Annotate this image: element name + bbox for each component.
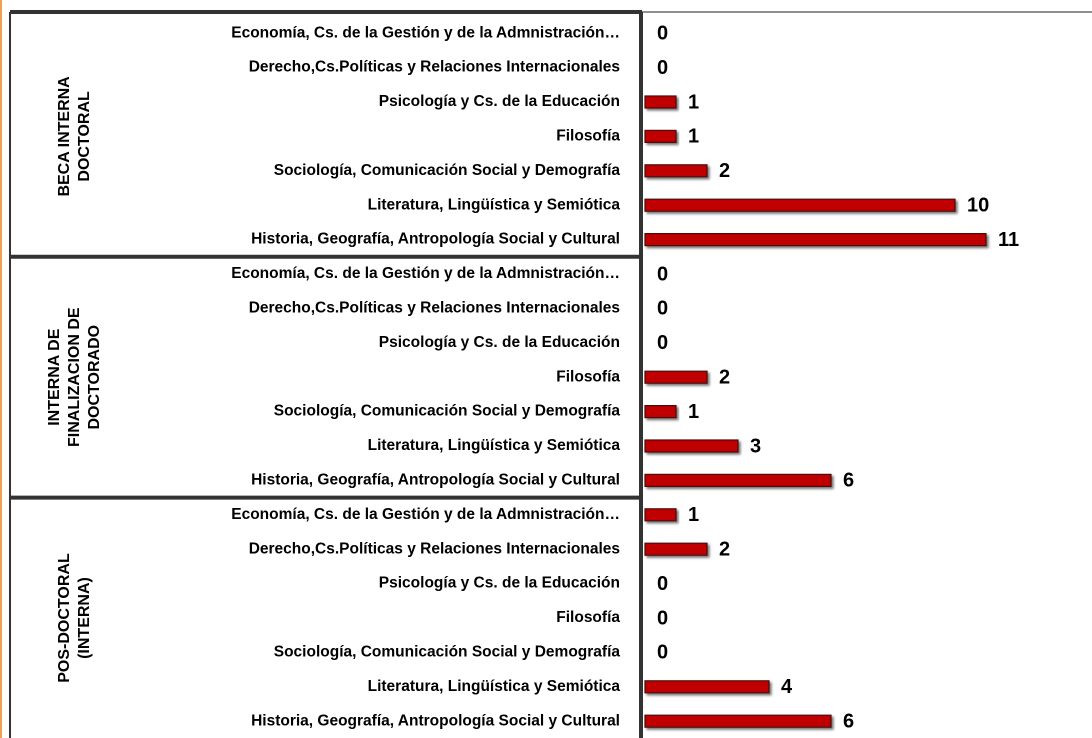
value-label: 4 [781, 676, 793, 698]
group-label: FINALIZACION DE [66, 307, 83, 447]
group-label: DOCTORADO [86, 325, 103, 430]
bar [644, 164, 708, 178]
value-label: 1 [688, 401, 699, 423]
category-label: Psicología y Cs. de la Educación [379, 575, 620, 592]
value-label: 2 [719, 538, 730, 560]
bar [644, 370, 708, 384]
category-label: Filosofía [556, 368, 620, 385]
category-label: Literatura, Lingüística y Semiótica [368, 437, 621, 454]
category-label: Filosofía [556, 609, 620, 626]
value-label: 0 [657, 263, 668, 285]
value-label: 1 [688, 91, 699, 113]
bar [644, 508, 677, 522]
group-label: POS-DOCTORAL [56, 553, 73, 683]
value-label: 0 [657, 22, 668, 44]
group-label: DOCTORAL [76, 91, 93, 182]
group-label: INTERNA DE [46, 328, 63, 426]
group-label: BECA INTERNA [56, 76, 73, 197]
category-label: Historia, Geografía, Antropología Social… [251, 231, 620, 248]
value-label: 0 [657, 573, 668, 595]
category-label: Sociología, Comunicación Social y Demogr… [274, 162, 621, 179]
value-label: 0 [657, 57, 668, 79]
value-label: 2 [719, 160, 730, 182]
value-label: 2 [719, 366, 730, 388]
category-label: Sociología, Comunicación Social y Demogr… [274, 643, 621, 660]
bar [644, 198, 956, 212]
category-label: Literatura, Lingüística y Semiótica [368, 678, 621, 695]
bar [644, 439, 739, 453]
value-label: 0 [657, 298, 668, 320]
value-label: 0 [657, 332, 668, 354]
category-label: Historia, Geografía, Antropología Social… [251, 712, 620, 729]
category-label: Economía, Cs. de la Gestión y de la Admn… [231, 265, 620, 282]
bar [644, 95, 677, 109]
category-label: Derecho,Cs.Políticas y Relaciones Intern… [249, 299, 620, 316]
bar [644, 542, 708, 556]
group-label: (INTERNA) [76, 577, 93, 659]
value-label: 6 [843, 710, 854, 732]
value-label: 0 [657, 642, 668, 664]
bar [644, 405, 677, 419]
value-label: 1 [688, 126, 699, 148]
category-label: Derecho,Cs.Políticas y Relaciones Intern… [249, 540, 620, 557]
bar [644, 473, 832, 487]
bar [644, 714, 832, 728]
bar [644, 129, 677, 143]
category-label: Sociología, Comunicación Social y Demogr… [274, 403, 621, 420]
value-label: 3 [750, 435, 761, 457]
value-label: 11 [998, 229, 1019, 251]
bar [644, 233, 987, 247]
category-label: Psicología y Cs. de la Educación [379, 93, 620, 110]
category-label: Psicología y Cs. de la Educación [379, 334, 620, 351]
value-label: 10 [967, 194, 989, 216]
category-label: Derecho,Cs.Políticas y Relaciones Intern… [249, 59, 620, 76]
category-label: Filosofía [556, 127, 620, 144]
category-label: Economía, Cs. de la Gestión y de la Admn… [231, 24, 620, 41]
category-label: Historia, Geografía, Antropología Social… [251, 471, 620, 488]
category-label: Literatura, Lingüística y Semiótica [368, 196, 621, 213]
category-label: Economía, Cs. de la Gestión y de la Admn… [231, 506, 620, 523]
value-label: 6 [843, 470, 854, 492]
value-label: 0 [657, 607, 668, 629]
value-label: 1 [688, 504, 699, 526]
bar [644, 680, 770, 694]
